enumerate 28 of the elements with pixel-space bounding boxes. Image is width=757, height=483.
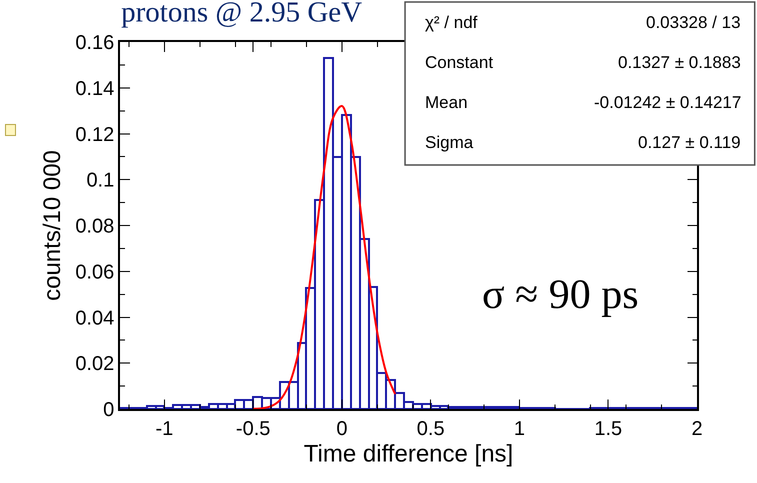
annotation: 0.1327 ± 0.1883 bbox=[618, 53, 741, 72]
x-tick-label: 0 bbox=[336, 418, 348, 440]
x-tick-label: 0.5 bbox=[416, 418, 445, 440]
chart-title: protons @ 2.95 GeV bbox=[121, 0, 362, 28]
annotation: σ ≈ 90 ps bbox=[482, 272, 639, 318]
y-tick-label: 0.1 bbox=[86, 170, 114, 192]
x-tick-label: -1 bbox=[155, 418, 174, 440]
x-tick-label: 2 bbox=[691, 418, 703, 440]
y-tick-label: 0.12 bbox=[75, 124, 114, 146]
text: 0.03328 / 13 bbox=[646, 13, 741, 32]
y-tick-label: 0.02 bbox=[75, 353, 114, 376]
x-tick-label: 1.5 bbox=[594, 418, 622, 440]
annotation: Constant bbox=[425, 53, 494, 72]
x-axis-title: Time difference [ns] bbox=[304, 440, 514, 468]
x-tick-label: 1 bbox=[514, 418, 526, 440]
y-tick-label: 0 bbox=[103, 399, 114, 421]
y-tick-label: 0.14 bbox=[75, 78, 114, 100]
annotation: -0.01242 ± 0.14217 bbox=[594, 93, 742, 112]
y-tick-label: 0.08 bbox=[75, 216, 114, 238]
y-tick-label: 0.16 bbox=[75, 32, 114, 54]
annotation: 0.127 ± 0.119 bbox=[638, 133, 741, 152]
x-tick-label: -0.5 bbox=[236, 418, 270, 440]
annotation: Mean bbox=[425, 93, 468, 112]
annotation: Sigma bbox=[425, 133, 474, 152]
y-tick-label: 0.06 bbox=[75, 261, 114, 284]
y-axis-title: counts/10 000 bbox=[38, 150, 66, 301]
y-tick-label: 0.04 bbox=[75, 307, 114, 330]
text: χ² / ndf bbox=[425, 13, 478, 32]
